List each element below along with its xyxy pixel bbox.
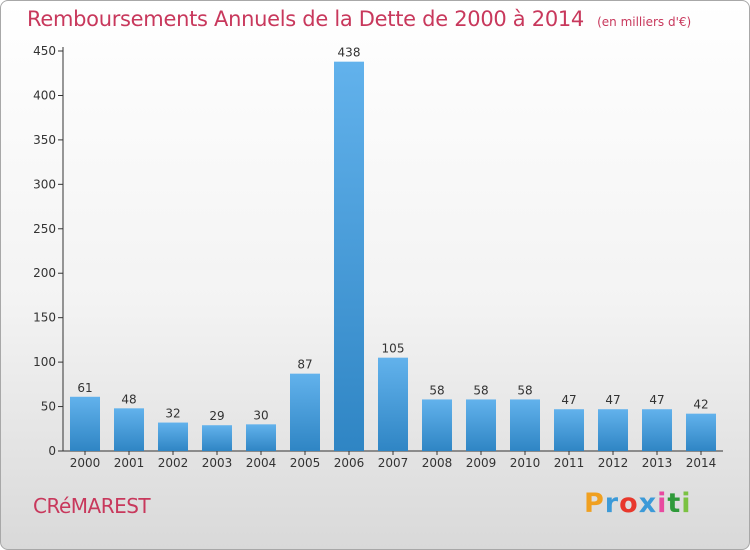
y-tick-label: 350 <box>33 133 56 147</box>
bar-value-label: 105 <box>382 342 405 356</box>
bar <box>246 424 276 451</box>
x-tick-label: 2011 <box>554 456 585 470</box>
bar <box>466 399 496 451</box>
y-tick-label: 400 <box>33 88 56 102</box>
x-tick-label: 2000 <box>70 456 101 470</box>
bar-value-label: 29 <box>209 409 224 423</box>
x-tick-label: 2013 <box>642 456 673 470</box>
x-tick-label: 2005 <box>290 456 321 470</box>
x-tick-label: 2012 <box>598 456 629 470</box>
y-tick-label: 250 <box>33 222 56 236</box>
x-tick-label: 2006 <box>334 456 365 470</box>
logo-letter: o <box>619 488 639 519</box>
y-tick-label: 300 <box>33 177 56 191</box>
y-tick-label: 100 <box>33 355 56 369</box>
bar <box>114 408 144 451</box>
chart-title: Remboursements Annuels de la Dette de 20… <box>27 7 584 31</box>
y-tick-label: 150 <box>33 311 56 325</box>
x-tick-label: 2010 <box>510 456 541 470</box>
chart-axes: 0 50 100 150 200 250 300 350 400 450 2000 2001 2002 2… <box>33 44 723 470</box>
bar-value-label: 48 <box>121 392 136 406</box>
bar-value-label: 42 <box>693 398 708 412</box>
logo-letter: r <box>604 488 620 519</box>
bar-value-label: 47 <box>649 393 664 407</box>
x-tick-label: 2007 <box>378 456 409 470</box>
bar <box>510 399 540 451</box>
bar-value-label: 32 <box>165 407 180 421</box>
bar <box>158 422 188 451</box>
x-tick-label: 2009 <box>466 456 497 470</box>
bar-value-label: 58 <box>429 383 444 397</box>
x-tick-label: 2002 <box>158 456 189 470</box>
bar-value-label: 87 <box>297 358 312 372</box>
bar-value-label: 47 <box>605 393 620 407</box>
y-tick-label: 50 <box>41 400 56 414</box>
bar <box>598 409 628 451</box>
bar <box>554 409 584 451</box>
x-tick-label: 2003 <box>202 456 233 470</box>
commune-name: CRéMAREST <box>33 494 151 518</box>
bar <box>334 61 364 452</box>
x-tick-label: 2014 <box>686 456 717 470</box>
chart-header: Remboursements Annuels de la Dette de 20… <box>27 7 691 31</box>
bar-value-label: 61 <box>77 381 92 395</box>
y-tick-label: 0 <box>48 444 56 458</box>
x-tick-label: 2008 <box>422 456 453 470</box>
proxiti-logo: Proxiti <box>584 488 692 519</box>
bar <box>202 425 232 451</box>
bar <box>422 399 452 451</box>
bar <box>642 409 672 451</box>
bar <box>70 396 100 451</box>
y-tick-label: 450 <box>33 44 56 58</box>
bar <box>378 357 408 451</box>
bar-value-label: 58 <box>473 383 488 397</box>
bar-value-label: 30 <box>253 408 268 422</box>
logo-letter: P <box>584 488 605 519</box>
logo-letter: i <box>681 488 692 519</box>
bar-value-label: 47 <box>561 393 576 407</box>
chart-bars: 61 48 32 29 30 87 438 105 58 58 58 47 47 47 42 <box>70 46 716 452</box>
logo-letter: t <box>667 488 682 519</box>
bar-value-label: 58 <box>517 383 532 397</box>
logo-letter: x <box>638 488 658 519</box>
x-tick-label: 2004 <box>246 456 277 470</box>
x-tick-label: 2001 <box>114 456 145 470</box>
logo-letter: i <box>657 488 668 519</box>
bar <box>686 413 716 451</box>
bar-value-label: 438 <box>338 46 361 60</box>
chart-subtitle: (en milliers d'€) <box>597 15 692 29</box>
y-tick-label: 200 <box>33 266 56 280</box>
bar <box>290 373 320 451</box>
